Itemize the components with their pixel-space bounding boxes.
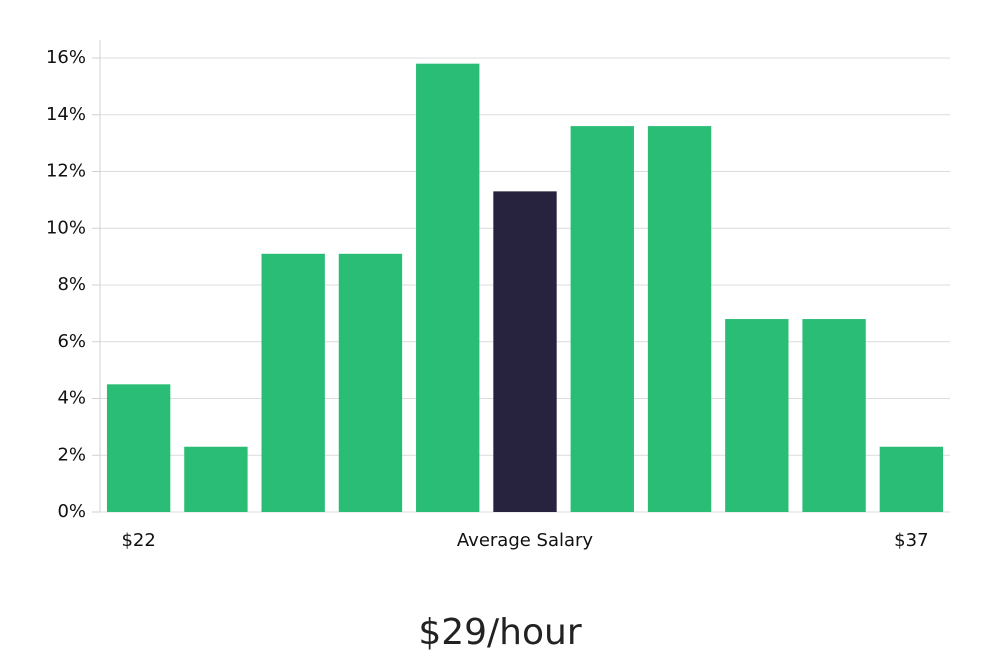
- y-tick-label: 4%: [57, 388, 86, 409]
- bar: [106, 384, 171, 512]
- y-tick-label: 12%: [46, 161, 86, 182]
- y-tick-label: 8%: [57, 274, 86, 295]
- bar: [647, 126, 712, 512]
- y-tick-label: 0%: [57, 501, 86, 522]
- y-tick-label: 16%: [46, 47, 86, 68]
- bar: [493, 191, 557, 513]
- bar: [570, 126, 634, 512]
- y-tick-label: 10%: [46, 217, 86, 238]
- bar: [879, 446, 944, 512]
- bar: [338, 253, 403, 512]
- bar: [802, 319, 866, 512]
- y-tick-label: 2%: [57, 444, 86, 465]
- x-tick-label: Average Salary: [457, 530, 594, 551]
- subtitle: $29/hour: [418, 612, 582, 653]
- bar: [261, 253, 325, 512]
- y-tick-label: 14%: [46, 104, 86, 125]
- bar: [416, 63, 480, 513]
- bar: [725, 319, 789, 512]
- bar: [184, 446, 248, 512]
- x-tick-label: $22: [121, 530, 155, 551]
- y-tick-label: 6%: [57, 331, 86, 352]
- x-tick-label: $37: [894, 530, 928, 551]
